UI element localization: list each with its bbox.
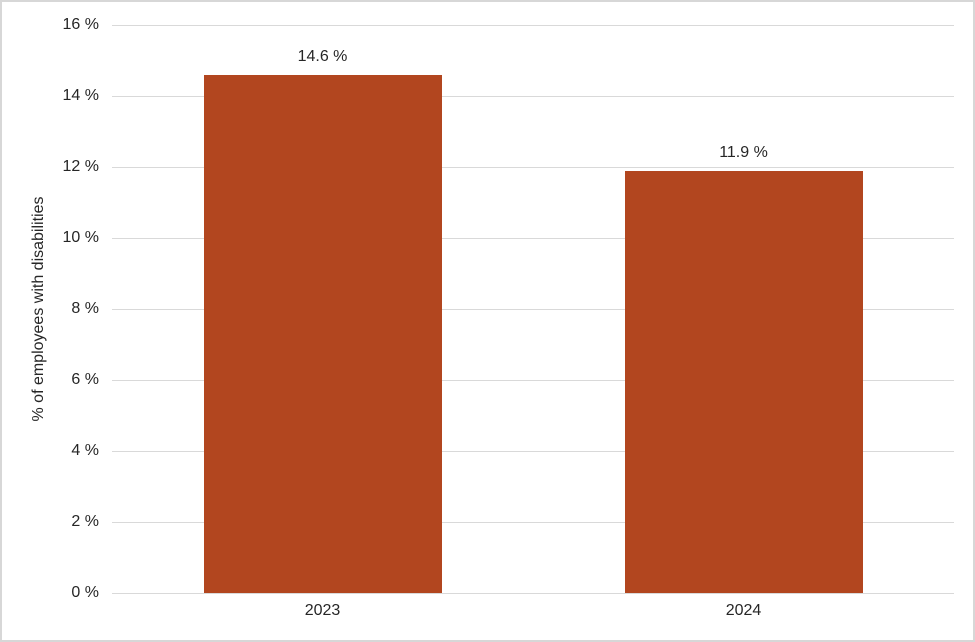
x-tick-label-2024: 2024 <box>725 602 762 619</box>
bar-2024 <box>624 170 863 593</box>
gridline <box>112 521 954 523</box>
data-label-2024: 11.9 % <box>719 143 768 161</box>
gridline <box>112 237 954 239</box>
gridline <box>112 95 954 97</box>
gridline <box>112 592 954 594</box>
gridline <box>112 379 954 381</box>
gridline <box>112 24 954 26</box>
y-tick-label: 4 % <box>71 442 99 459</box>
y-tick-label: 8 % <box>71 300 99 317</box>
gridline <box>112 308 954 310</box>
y-tick-label: 0 % <box>71 584 99 601</box>
plot-area: 14.6 % 11.9 % <box>112 24 954 594</box>
data-label-2023: 14.6 % <box>297 47 348 65</box>
y-tick-label: 16 % <box>62 16 99 33</box>
y-tick-label: 12 % <box>62 158 99 175</box>
y-tick-label: 10 % <box>62 229 99 246</box>
y-tick-label: 6 % <box>71 371 99 388</box>
y-tick-label: 14 % <box>62 87 99 104</box>
y-tick-label: 2 % <box>71 513 99 530</box>
gridline <box>112 450 954 452</box>
gridline <box>112 166 954 168</box>
bar-2023 <box>203 74 442 593</box>
x-tick-label-2023: 2023 <box>304 602 341 619</box>
